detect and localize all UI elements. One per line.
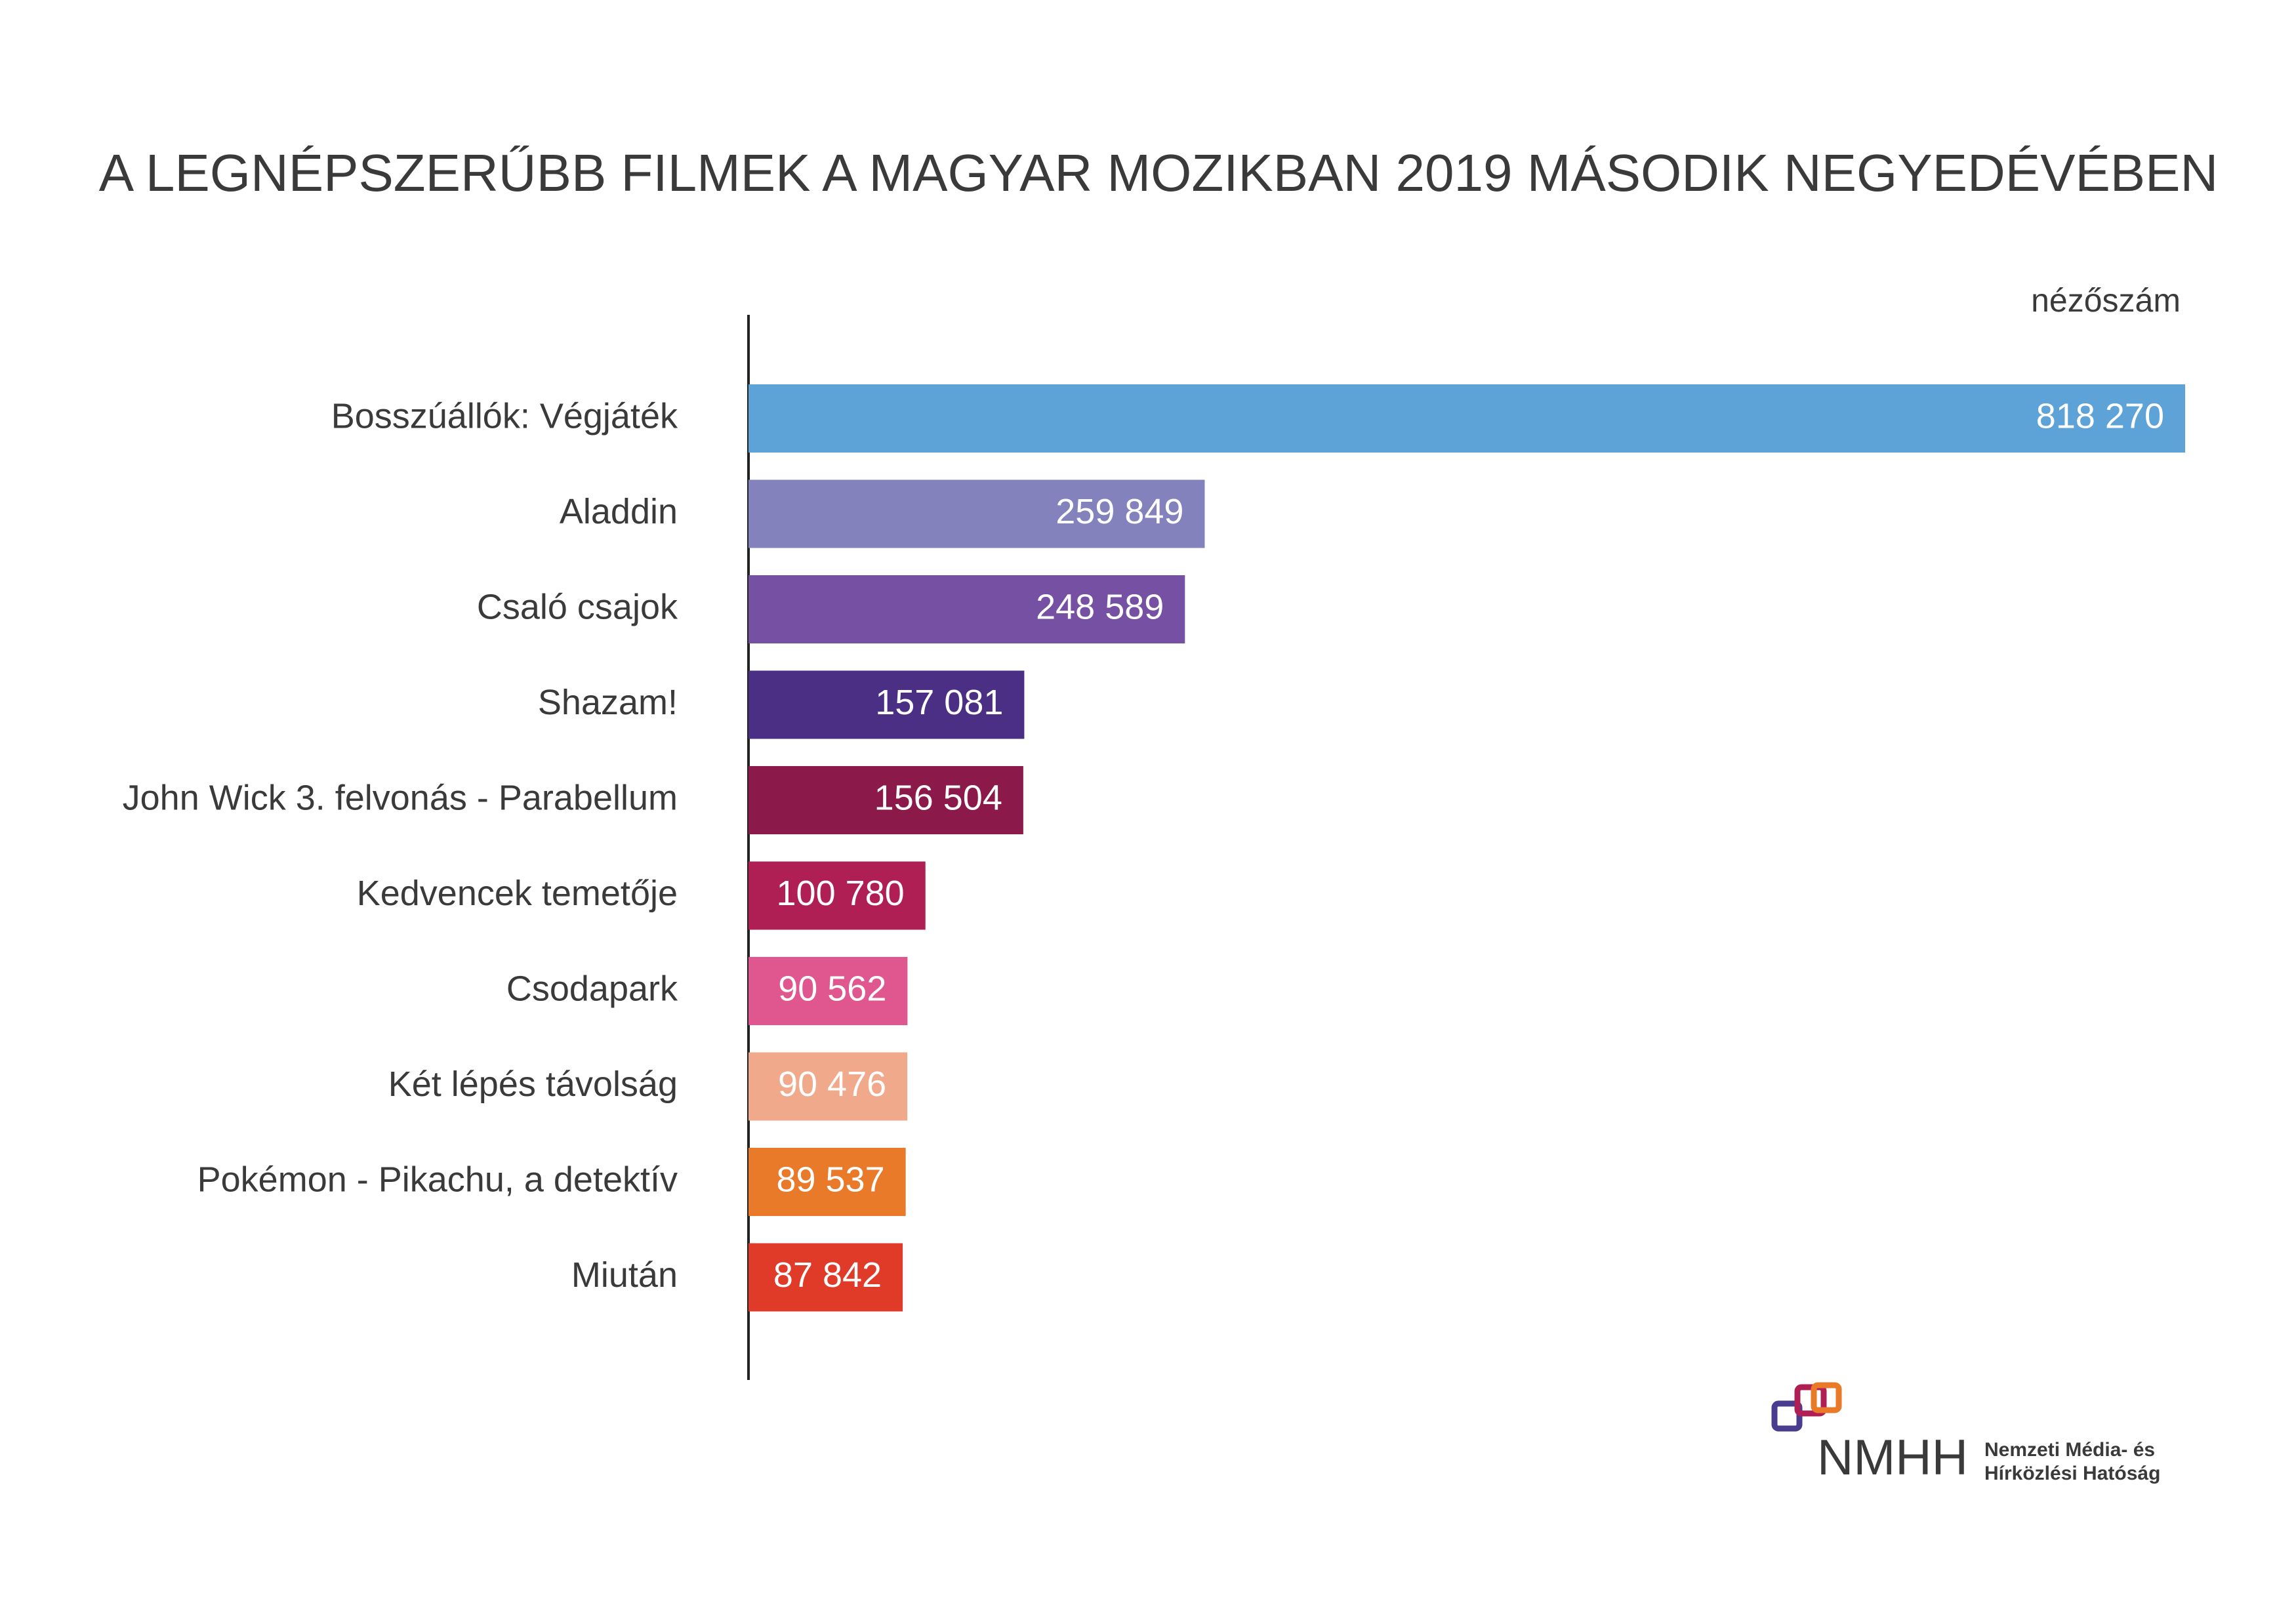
category-label: Shazam!: [538, 683, 678, 722]
bar: [748, 1243, 903, 1312]
logo-square: [1794, 1384, 1827, 1417]
logo: NMHH Nemzeti Média- és Hírközlési Hatósá…: [1771, 1382, 2160, 1486]
bar: [748, 479, 1205, 548]
value-label: 90 476: [778, 1064, 886, 1104]
category-label: Kedvencek temetője: [357, 874, 678, 913]
value-label: 100 780: [777, 874, 905, 913]
value-label: 90 562: [778, 969, 886, 1008]
category-label: Miután: [571, 1255, 678, 1295]
category-label: Bosszúállók: Végjáték: [331, 396, 678, 436]
logo-mark: NMHH: [1817, 1430, 1968, 1486]
value-label: 818 270: [2036, 396, 2164, 436]
bar: [748, 1052, 908, 1121]
value-label: 157 081: [875, 683, 1003, 722]
category-label: Aladdin: [560, 492, 678, 531]
category-label: Csodapark: [506, 969, 678, 1008]
value-label: 89 537: [776, 1160, 884, 1199]
bar: [748, 670, 1025, 739]
bar: [748, 575, 1185, 643]
bar: [748, 766, 1023, 834]
logo-line: Hírközlési Hatóság: [1984, 1463, 2160, 1484]
bar: [748, 861, 926, 930]
value-label: 248 589: [1036, 587, 1164, 626]
category-label: John Wick 3. felvonás - Parabellum: [123, 778, 678, 817]
value-axis-label: nézőszám: [2031, 282, 2181, 319]
category-label: Két lépés távolság: [388, 1064, 678, 1104]
value-label: 156 504: [874, 778, 1002, 817]
logo-square: [1811, 1382, 1842, 1413]
chart-title: A LEGNÉPSZERŰBB FILMEK A MAGYAR MOZIKBAN…: [99, 144, 2219, 202]
value-label: 259 849: [1056, 492, 1183, 531]
bar: [748, 1148, 906, 1216]
bar: [748, 384, 2185, 453]
bar: [748, 957, 908, 1025]
category-label: Csaló csajok: [477, 587, 678, 626]
category-label: Pokémon - Pikachu, a detektív: [197, 1160, 678, 1199]
value-label: 87 842: [773, 1255, 882, 1295]
logo-line: Nemzeti Média- és: [1984, 1439, 2155, 1461]
